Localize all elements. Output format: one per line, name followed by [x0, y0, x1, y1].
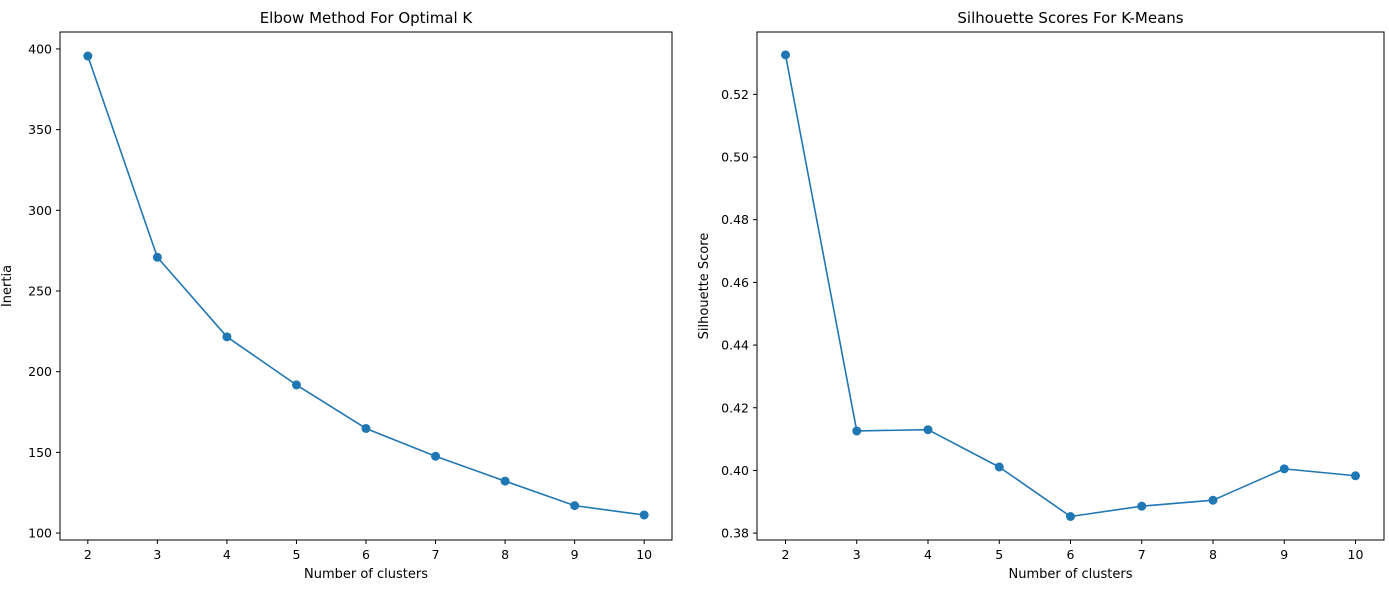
data-point	[1279, 464, 1289, 474]
data-point	[570, 501, 580, 511]
data-point	[500, 476, 510, 486]
data-point	[431, 451, 441, 461]
x-tick-label: 4	[223, 547, 231, 562]
data-point	[152, 252, 162, 262]
plot-frame	[59, 31, 673, 541]
data-point	[222, 332, 232, 342]
x-tick-label: 9	[571, 547, 579, 562]
y-tick-label: 100	[28, 526, 52, 541]
y-tick-label: 200	[28, 364, 52, 379]
y-tick-label: 0.52	[721, 87, 749, 102]
x-tick-label: 2	[782, 547, 790, 562]
y-tick-label: 150	[28, 445, 52, 460]
data-point	[1351, 471, 1360, 481]
silhouette-y-axis-label: Silhouette Score	[697, 233, 712, 340]
y-tick-label: 0.38	[721, 526, 749, 541]
x-tick-label: 6	[362, 547, 370, 562]
y-tick-label: 300	[28, 203, 52, 218]
x-tick-label: 7	[432, 547, 440, 562]
x-tick-label: 7	[1138, 547, 1146, 562]
data-point	[1208, 495, 1218, 505]
elbow-x-axis-label: Number of clusters	[304, 567, 428, 582]
x-tick-label: 6	[1067, 547, 1075, 562]
x-tick-label: 10	[1348, 547, 1364, 562]
y-tick-label: 0.50	[721, 150, 749, 165]
data-point	[291, 380, 301, 390]
x-tick-label: 4	[924, 547, 932, 562]
y-tick-label: 250	[28, 284, 52, 299]
data-point	[781, 50, 790, 60]
data-point	[83, 51, 93, 61]
plot-frame	[756, 31, 1385, 541]
x-tick-label: 3	[153, 547, 161, 562]
y-tick-label: 0.48	[721, 212, 749, 227]
elbow-chart: Elbow Method For Optimal K 2 3 4 5 6 7 8 9 10 100 1…	[0, 9, 673, 582]
x-tick-label: 8	[1209, 547, 1217, 562]
x-tick-label: 5	[292, 547, 300, 562]
data-point	[852, 426, 862, 436]
silhouette-title: Silhouette Scores For K-Means	[957, 9, 1183, 27]
x-tick-label: 8	[501, 547, 509, 562]
data-point	[1137, 501, 1147, 511]
data-point	[361, 423, 371, 433]
x-tick-label: 10	[636, 547, 652, 562]
y-tick-label: 400	[28, 41, 52, 56]
data-point	[923, 425, 933, 435]
x-tick-label: 5	[995, 547, 1003, 562]
x-tick-label: 9	[1280, 547, 1288, 562]
y-tick-label: 0.42	[721, 400, 749, 415]
silhouette-chart: Silhouette Scores For K-Means 2 3 4 5 6 7 8 9 10 0…	[697, 9, 1385, 582]
data-point	[1066, 511, 1075, 521]
y-tick-label: 350	[28, 122, 52, 137]
y-tick-label: 0.46	[721, 275, 749, 290]
x-tick-label: 2	[84, 547, 92, 562]
y-tick-label: 0.44	[721, 338, 749, 353]
x-tick-label: 3	[853, 547, 861, 562]
data-point	[994, 462, 1004, 472]
data-point	[639, 510, 649, 520]
elbow-y-axis-label: Inertia	[0, 265, 15, 307]
silhouette-x-axis-label: Number of clusters	[1008, 567, 1132, 582]
y-tick-label: 0.40	[721, 463, 749, 478]
elbow-title: Elbow Method For Optimal K	[260, 9, 474, 27]
